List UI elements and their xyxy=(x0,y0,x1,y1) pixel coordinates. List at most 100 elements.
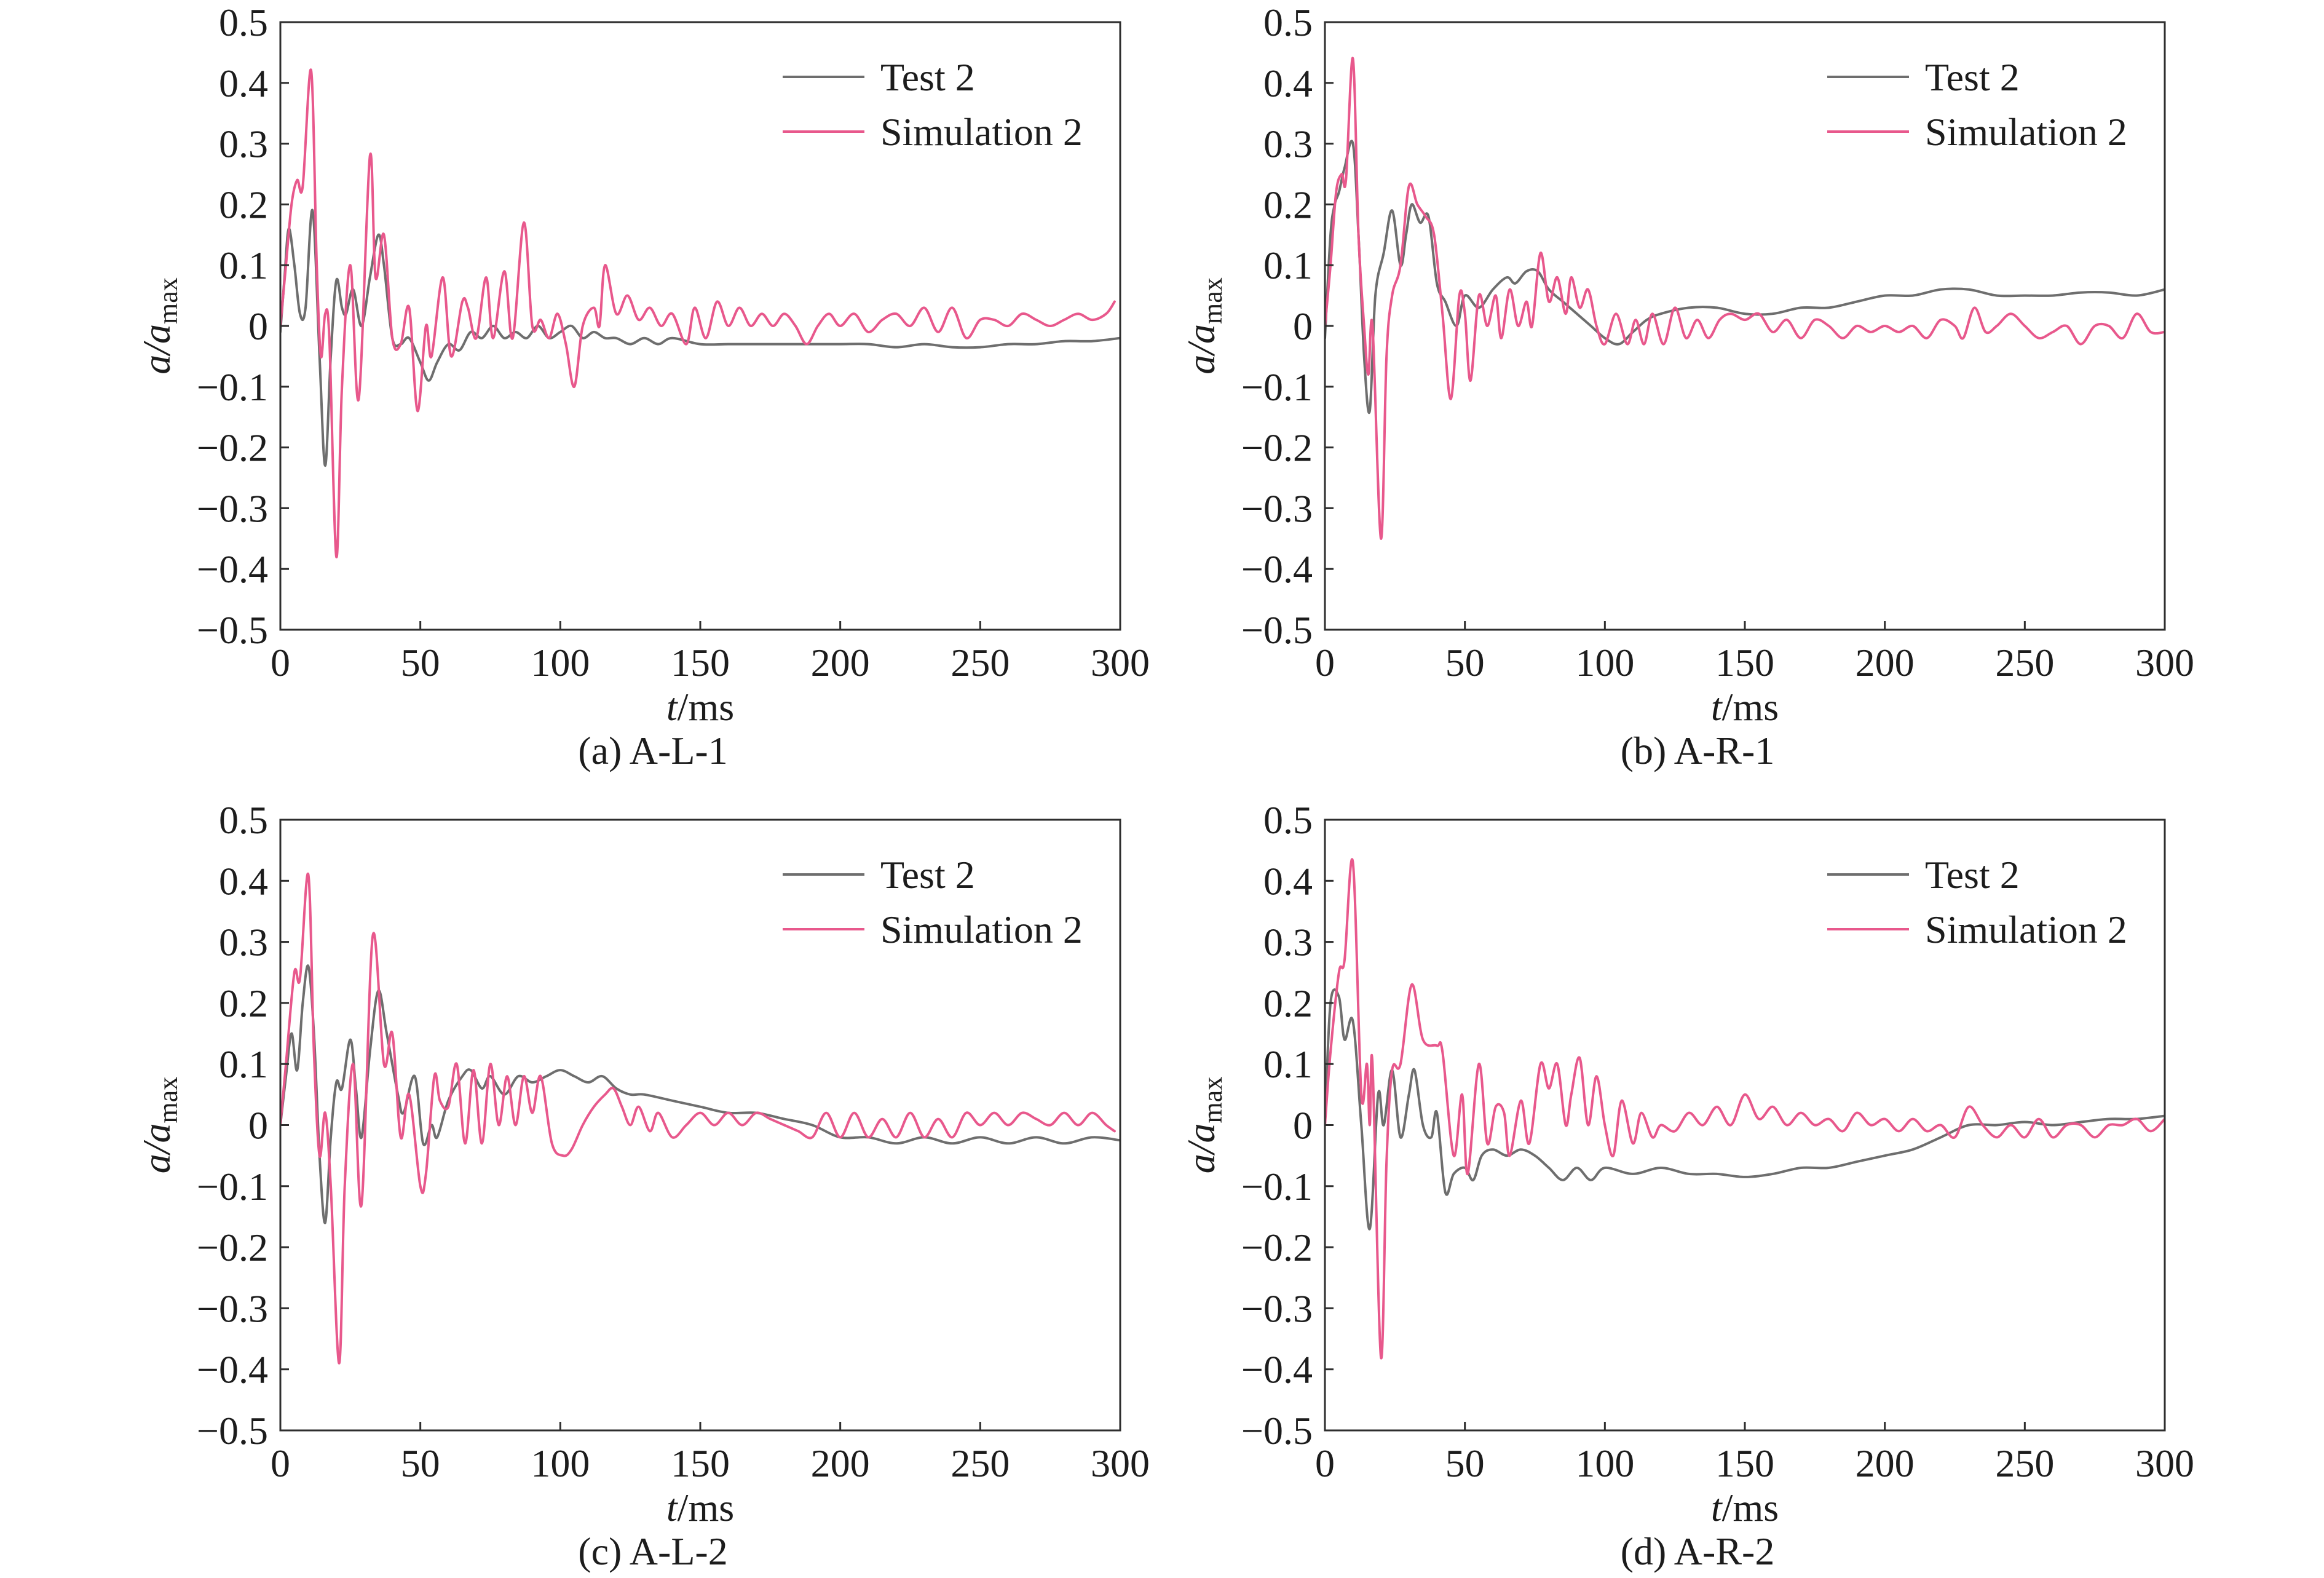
y-tick-label: −0.1 xyxy=(197,1165,268,1208)
y-tick-label: −0.4 xyxy=(1241,547,1313,591)
y-tick-label: 0.5 xyxy=(219,798,268,842)
series-line-simulation-2 xyxy=(280,68,1116,558)
x-tick-label: 200 xyxy=(811,1441,870,1485)
y-tick-label: −0.2 xyxy=(197,426,268,470)
series-line-test-2 xyxy=(280,964,1120,1224)
legend-label-simulation-2: Simulation 2 xyxy=(1925,110,2127,154)
y-tick-label: −0.2 xyxy=(197,1226,268,1269)
x-axis-label-symbol: t xyxy=(666,685,679,729)
y-tick-label: −0.4 xyxy=(1241,1348,1313,1392)
x-tick-label: 100 xyxy=(531,641,590,684)
y-tick-label: 0.4 xyxy=(219,61,268,105)
y-tick-label: 0.1 xyxy=(219,1042,268,1086)
x-axis-label: t/ms xyxy=(666,685,734,729)
series-line-simulation-2 xyxy=(1325,57,2165,540)
chart-panel-a: −0.5 −0.4 −0.3 −0.2 −0.1 0 0.1 0.2 0.3 0.4 0.5 0 50 1… xyxy=(135,1,1150,772)
x-tick-label: 0 xyxy=(271,641,290,684)
legend-label-test-2: Test 2 xyxy=(1925,853,2020,897)
y-tick-label: 0.3 xyxy=(219,921,268,964)
y-tick-label: −0.2 xyxy=(1241,1226,1313,1269)
x-tick-label: 50 xyxy=(401,641,440,684)
y-tick-label: 0.4 xyxy=(1263,859,1313,903)
legend-label-simulation-2: Simulation 2 xyxy=(1925,908,2127,951)
y-tick-label: 0.4 xyxy=(1263,61,1313,105)
y-tick-label: 0.2 xyxy=(219,183,268,226)
x-tick-label: 150 xyxy=(671,1441,730,1485)
y-tick-label: −0.5 xyxy=(197,608,268,652)
legend-label-test-2: Test 2 xyxy=(1925,55,2020,99)
x-tick-label: 300 xyxy=(2135,641,2194,684)
x-axis-label: t/ms xyxy=(1711,685,1779,729)
y-tick-label: −0.1 xyxy=(197,365,268,409)
y-axis-label-symbol: a/a xyxy=(135,324,178,375)
x-axis-label-unit: /ms xyxy=(678,1486,734,1529)
y-axis-label-symbol: a/a xyxy=(1179,1123,1223,1173)
y-axis-label: a/amax xyxy=(135,1077,183,1174)
y-tick-label: 0.2 xyxy=(1263,183,1313,226)
x-tick-label: 200 xyxy=(1856,1441,1915,1485)
series-lines xyxy=(280,872,1120,1365)
legend-label-simulation-2: Simulation 2 xyxy=(880,908,1083,951)
x-axis-label-symbol: t xyxy=(666,1486,679,1529)
y-tick-label: 0 xyxy=(248,1104,268,1148)
x-tick-label: 100 xyxy=(531,1441,590,1485)
x-tick-label: 200 xyxy=(1856,641,1915,684)
series-line-test-2 xyxy=(1325,140,2165,414)
x-tick-label: 200 xyxy=(811,641,870,684)
y-tick-label: −0.4 xyxy=(197,1348,268,1392)
panel-caption: (b) A-R-1 xyxy=(1621,729,1775,772)
legend: Test 2 Simulation 2 xyxy=(783,853,1083,951)
x-tick-label: 150 xyxy=(1715,1441,1774,1485)
legend: Test 2 Simulation 2 xyxy=(783,55,1083,154)
y-tick-label: −0.4 xyxy=(197,547,268,591)
y-tick-label: 0.2 xyxy=(1263,981,1313,1025)
y-tick-label: −0.3 xyxy=(1241,1287,1313,1330)
x-tick-label: 300 xyxy=(1091,641,1150,684)
series-line-test-2 xyxy=(1325,988,2165,1231)
series-line-simulation-2 xyxy=(1325,858,2165,1360)
y-axis-label-subscript: max xyxy=(1198,1077,1228,1124)
x-axis-label-symbol: t xyxy=(1711,1486,1723,1529)
y-tick-label: 0.1 xyxy=(219,244,268,287)
x-axis-label-unit: /ms xyxy=(678,685,734,729)
y-tick-label: −0.2 xyxy=(1241,426,1313,470)
y-tick-label: −0.3 xyxy=(1241,486,1313,530)
y-tick-label: 0.1 xyxy=(1263,1042,1313,1086)
y-tick-label: 0.3 xyxy=(1263,122,1313,166)
y-tick-label: −0.3 xyxy=(197,486,268,530)
y-axis-label-symbol: a/a xyxy=(135,1123,178,1173)
x-tick-label: 50 xyxy=(401,1441,440,1485)
chart-panel-c: −0.5 −0.4 −0.3 −0.2 −0.1 0 0.1 0.2 0.3 0.4 0.5 0 50 1… xyxy=(135,798,1150,1573)
y-tick-label: 0 xyxy=(248,304,268,348)
y-tick-label: 0.2 xyxy=(219,981,268,1025)
y-tick-label: −0.5 xyxy=(1241,1409,1313,1453)
x-axis-label: t/ms xyxy=(666,1486,734,1529)
y-tick-label: 0.5 xyxy=(1263,1,1313,44)
y-tick-label: 0.5 xyxy=(1263,798,1313,842)
y-axis-label-subscript: max xyxy=(153,1077,183,1124)
x-tick-label: 300 xyxy=(2135,1441,2194,1485)
y-tick-label: −0.5 xyxy=(1241,608,1313,652)
panel-caption: (c) A-L-2 xyxy=(578,1529,727,1573)
series-lines xyxy=(1325,858,2165,1360)
legend-label-test-2: Test 2 xyxy=(880,55,975,99)
series-lines xyxy=(280,68,1120,558)
y-tick-label: 0.3 xyxy=(1263,921,1313,964)
legend: Test 2 Simulation 2 xyxy=(1827,853,2127,951)
x-tick-label: 50 xyxy=(1445,641,1485,684)
x-tick-label: 250 xyxy=(1995,641,2054,684)
x-tick-label: 0 xyxy=(1315,1441,1335,1485)
x-tick-label: 250 xyxy=(951,1441,1010,1485)
legend-label-test-2: Test 2 xyxy=(880,853,975,897)
x-axis-label-unit: /ms xyxy=(1722,685,1779,729)
y-tick-label: 0 xyxy=(1293,304,1313,348)
panel-caption: (d) A-R-2 xyxy=(1621,1529,1775,1573)
y-axis-label-symbol: a/a xyxy=(1179,324,1223,375)
x-tick-label: 50 xyxy=(1445,1441,1485,1485)
x-tick-label: 150 xyxy=(671,641,730,684)
y-tick-label: 0.3 xyxy=(219,122,268,166)
x-tick-label: 300 xyxy=(1091,1441,1150,1485)
y-tick-label: −0.3 xyxy=(197,1287,268,1330)
x-axis-label-symbol: t xyxy=(1711,685,1723,729)
x-tick-label: 150 xyxy=(1715,641,1774,684)
